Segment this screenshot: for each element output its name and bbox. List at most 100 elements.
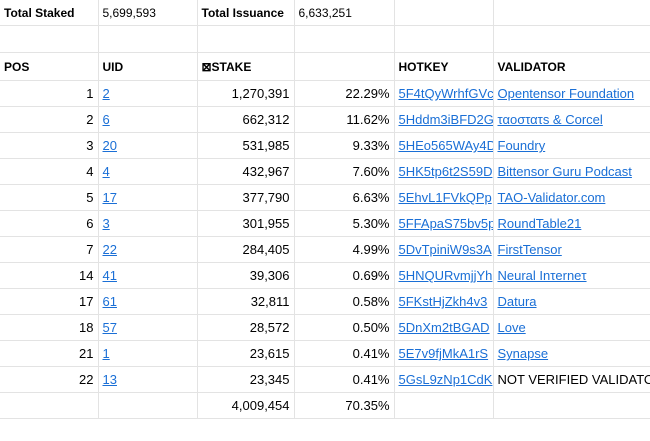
uid-link[interactable]: 4 [102, 164, 110, 179]
hotkey-link[interactable]: 5Hddm3iBFD2G [398, 112, 493, 127]
hotkey-cell[interactable]: 5HK5tp6t2S59D [394, 158, 494, 185]
empty-cell[interactable] [394, 392, 494, 419]
stake-cell[interactable]: 284,405 [197, 236, 295, 263]
empty-cell[interactable] [394, 0, 494, 26]
percent-cell[interactable]: 7.60% [294, 158, 395, 185]
validator-link[interactable]: Foundry [497, 138, 546, 153]
uid-cell[interactable]: 13 [98, 366, 198, 393]
uid-cell[interactable]: 1 [98, 340, 198, 367]
stake-cell[interactable]: 301,955 [197, 210, 295, 237]
validator-cell[interactable]: RoundTable21 [493, 210, 650, 237]
hotkey-cell[interactable]: 5DvTpiniW9s3A [394, 236, 494, 263]
stake-cell[interactable]: 1,270,391 [197, 80, 295, 107]
percent-cell[interactable]: 11.62% [294, 106, 395, 133]
header-stake[interactable]: ⊠STAKE [197, 52, 295, 81]
validator-cell[interactable]: FirstTensor [493, 236, 650, 263]
percent-cell[interactable]: 5.30% [294, 210, 395, 237]
hotkey-cell[interactable]: 5FFApaS75bv5p [394, 210, 494, 237]
validator-cell[interactable]: Neural Inτerneτ [493, 262, 650, 289]
percent-cell[interactable]: 9.33% [294, 132, 395, 159]
uid-cell[interactable]: 6 [98, 106, 198, 133]
stake-cell[interactable]: 39,306 [197, 262, 295, 289]
empty-cell[interactable] [98, 392, 198, 419]
hotkey-cell[interactable]: 5F4tQyWrhfGVc [394, 80, 494, 107]
validator-link[interactable]: Love [497, 320, 526, 335]
hotkey-cell[interactable]: 5HNQURvmjjYh [394, 262, 494, 289]
hotkey-cell[interactable]: 5DnXm2tBGAD [394, 314, 494, 341]
percent-cell[interactable]: 0.50% [294, 314, 395, 341]
hotkey-link[interactable]: 5EhvL1FVkQPp [398, 190, 492, 205]
hotkey-link[interactable]: 5FFApaS75bv5p [398, 216, 493, 231]
uid-link[interactable]: 41 [102, 268, 117, 283]
uid-link[interactable]: 13 [102, 372, 117, 387]
validator-cell[interactable]: Opentensor Foundation [493, 80, 650, 107]
empty-cell[interactable] [197, 25, 295, 53]
header-pos[interactable]: POS [0, 52, 99, 81]
uid-cell[interactable]: 20 [98, 132, 198, 159]
empty-cell[interactable] [294, 25, 395, 53]
hotkey-link[interactable]: 5F4tQyWrhfGVc [398, 86, 493, 101]
hotkey-cell[interactable]: 5HEo565WAy4D [394, 132, 494, 159]
validator-link[interactable]: FirstTensor [497, 242, 562, 257]
hotkey-cell[interactable]: 5FKstHjZkh4v3 [394, 288, 494, 315]
empty-cell[interactable] [493, 0, 650, 26]
percent-cell[interactable]: 4.99% [294, 236, 395, 263]
uid-link[interactable]: 2 [102, 86, 110, 101]
percent-cell[interactable]: 22.29% [294, 80, 395, 107]
percent-cell[interactable]: 0.58% [294, 288, 395, 315]
uid-link[interactable]: 17 [102, 190, 117, 205]
validator-cell[interactable]: NOT VERIFIED VALIDATOR [493, 366, 650, 393]
total-issuance-label[interactable]: Total Issuance [197, 0, 295, 26]
uid-link[interactable]: 6 [102, 112, 110, 127]
validator-cell[interactable]: Synapse [493, 340, 650, 367]
hotkey-link[interactable]: 5DvTpiniW9s3A [398, 242, 492, 257]
pos-cell[interactable]: 14 [0, 262, 99, 289]
validator-link[interactable]: Synapse [497, 346, 549, 361]
pos-cell[interactable]: 6 [0, 210, 99, 237]
pos-cell[interactable]: 21 [0, 340, 99, 367]
pos-cell[interactable]: 18 [0, 314, 99, 341]
hotkey-cell[interactable]: 5E7v9fjMkA1rS [394, 340, 494, 367]
validator-link[interactable]: Datura [497, 294, 537, 309]
validator-cell[interactable]: Bittensor Guru Podcast [493, 158, 650, 185]
hotkey-link[interactable]: 5HK5tp6t2S59D [398, 164, 493, 179]
hotkey-link[interactable]: 5FKstHjZkh4v3 [398, 294, 488, 309]
percent-cell[interactable]: 0.69% [294, 262, 395, 289]
uid-link[interactable]: 57 [102, 320, 117, 335]
pos-cell[interactable]: 4 [0, 158, 99, 185]
stake-cell[interactable]: 32,811 [197, 288, 295, 315]
empty-cell[interactable] [493, 392, 650, 419]
uid-cell[interactable]: 17 [98, 184, 198, 211]
empty-cell[interactable] [98, 25, 198, 53]
header-validator[interactable]: VALIDATOR [493, 52, 650, 81]
percent-cell[interactable]: 0.41% [294, 366, 395, 393]
validator-link[interactable]: Bittensor Guru Podcast [497, 164, 632, 179]
uid-cell[interactable]: 22 [98, 236, 198, 263]
validator-link[interactable]: ταοστατs & Corcel [497, 112, 603, 127]
validator-cell[interactable]: TAO-Validator.com [493, 184, 650, 211]
empty-cell[interactable] [0, 392, 99, 419]
stake-cell[interactable]: 662,312 [197, 106, 295, 133]
percent-cell[interactable]: 0.41% [294, 340, 395, 367]
header-percent[interactable] [294, 52, 395, 81]
pos-cell[interactable]: 3 [0, 132, 99, 159]
header-uid[interactable]: UID [98, 52, 198, 81]
uid-cell[interactable]: 2 [98, 80, 198, 107]
total-staked-label[interactable]: Total Staked [0, 0, 99, 26]
hotkey-cell[interactable]: 5GsL9zNp1CdK [394, 366, 494, 393]
pos-cell[interactable]: 22 [0, 366, 99, 393]
stake-cell[interactable]: 377,790 [197, 184, 295, 211]
hotkey-link[interactable]: 5GsL9zNp1CdK [398, 372, 493, 387]
pos-cell[interactable]: 17 [0, 288, 99, 315]
hotkey-link[interactable]: 5E7v9fjMkA1rS [398, 346, 489, 361]
total-stake-cell[interactable]: 4,009,454 [197, 392, 295, 419]
total-percent-cell[interactable]: 70.35% [294, 392, 395, 419]
validator-link[interactable]: Neural Inτerneτ [497, 268, 587, 283]
stake-cell[interactable]: 23,615 [197, 340, 295, 367]
hotkey-cell[interactable]: 5EhvL1FVkQPp [394, 184, 494, 211]
uid-cell[interactable]: 61 [98, 288, 198, 315]
pos-cell[interactable]: 1 [0, 80, 99, 107]
pos-cell[interactable]: 2 [0, 106, 99, 133]
uid-link[interactable]: 20 [102, 138, 117, 153]
stake-cell[interactable]: 432,967 [197, 158, 295, 185]
